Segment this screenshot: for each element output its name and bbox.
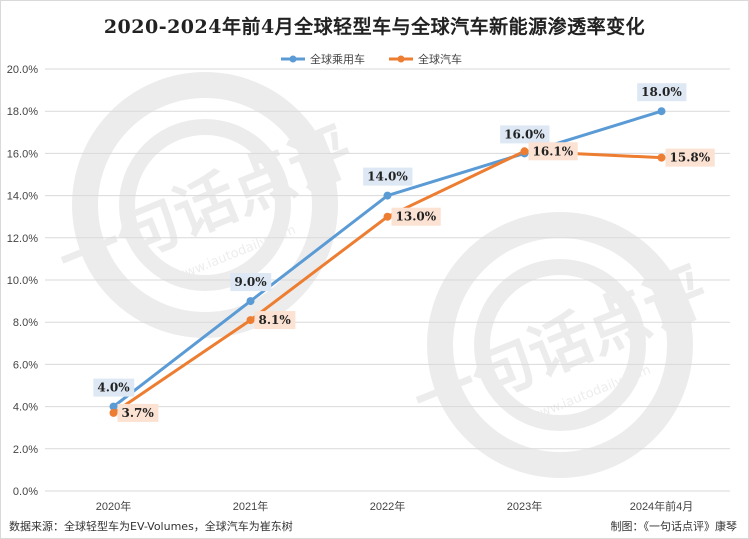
data-label-group: 18.0% [637, 83, 687, 102]
data-point [520, 147, 529, 156]
data-point [109, 408, 118, 417]
x-tick-label: 2023年 [507, 499, 542, 513]
y-tick-label: 2.0% [13, 444, 38, 456]
data-label-bg [665, 148, 715, 167]
data-label-group: 13.0% [391, 207, 441, 226]
data-label: 18.0% [641, 85, 682, 99]
y-tick-label: 18.0% [7, 106, 38, 118]
data-labels: 4.0% 9.0% 14.0% 16.0% 18.0% 3.7% 8.1% 13.0% 16.1… [93, 83, 715, 422]
y-tick-label: 4.0% [13, 402, 38, 414]
y-tick-label: 16.0% [7, 148, 38, 160]
watermark-ring [119, 119, 291, 291]
data-label: 8.1% [259, 313, 292, 327]
legend: 全球乘用车 全球汽车 [281, 52, 462, 66]
legend-label: 全球乘用车 [310, 52, 365, 66]
data-label-bg [391, 207, 441, 226]
y-tick-label: 10.0% [7, 275, 38, 287]
data-label-group: 15.8% [665, 148, 715, 167]
data-label-bg [93, 378, 135, 397]
data-point [246, 316, 255, 325]
data-label-bg [637, 83, 687, 102]
data-label-bg [363, 167, 413, 186]
y-tick-label: 6.0% [13, 359, 38, 371]
data-label: 16.1% [533, 144, 574, 158]
legend-label: 全球汽车 [418, 52, 462, 66]
chart-title: 2020-2024年前4月全球轻型车与全球汽车新能源渗透率变化 [103, 16, 646, 38]
data-label-group: 9.0% [230, 273, 272, 292]
data-label: 16.0% [504, 127, 545, 141]
x-tick-label: 2021年 [233, 499, 268, 513]
data-label-group: 4.0% [93, 378, 135, 397]
data-point [383, 191, 392, 200]
y-tick-label: 8.0% [13, 317, 38, 329]
data-label-group: 16.0% [500, 125, 550, 144]
data-label-bg [117, 403, 159, 422]
data-label: 15.8% [670, 151, 711, 165]
y-tick-label: 20.0% [7, 64, 38, 76]
x-tick-label: 2022年 [370, 499, 405, 513]
data-point [109, 402, 118, 411]
y-tick-label: 0.0% [13, 486, 38, 498]
data-source-note: 数据来源：全球轻型车为EV-Volumes，全球汽车为崔东树 [9, 520, 293, 533]
data-label-group: 3.7% [117, 403, 159, 422]
chart-credit: 制图：《一句话点评》康琴 [610, 520, 738, 533]
x-axis-ticks: 2020年 2021年 2022年 2023年 2024年前4月 [96, 499, 694, 513]
y-axis-ticks: 0.0% 2.0% 4.0% 6.0% 8.0% 10.0% 12.0% 14.0% 16.0%… [7, 64, 38, 498]
data-label: 3.7% [122, 406, 155, 420]
watermark-ring [427, 212, 693, 478]
watermark-ring [474, 259, 646, 431]
y-tick-label: 14.0% [7, 191, 38, 203]
data-point [657, 107, 666, 116]
data-label-bg [500, 125, 550, 144]
watermark-ring [72, 72, 338, 338]
data-point [383, 212, 392, 221]
data-point [246, 297, 255, 306]
gridlines [45, 68, 730, 492]
data-label-bg [254, 311, 296, 330]
legend-item: 全球乘用车 [281, 52, 365, 66]
data-label-group: 16.1% [528, 142, 578, 161]
legend-marker [289, 55, 297, 63]
data-label-group: 14.0% [363, 167, 413, 186]
data-label-bg [528, 142, 578, 161]
data-label: 4.0% [97, 381, 130, 395]
data-point [657, 153, 666, 162]
y-tick-label: 12.0% [7, 233, 38, 245]
data-label: 14.0% [367, 170, 408, 184]
x-tick-label: 2020年 [96, 499, 131, 513]
legend-item: 全球汽车 [389, 52, 462, 66]
legend-marker [397, 55, 405, 63]
x-tick-label: 2024年前4月 [630, 499, 694, 513]
data-label-bg [230, 273, 272, 292]
data-label: 13.0% [396, 210, 437, 224]
data-label: 9.0% [234, 275, 267, 289]
data-label-group: 8.1% [254, 311, 296, 330]
